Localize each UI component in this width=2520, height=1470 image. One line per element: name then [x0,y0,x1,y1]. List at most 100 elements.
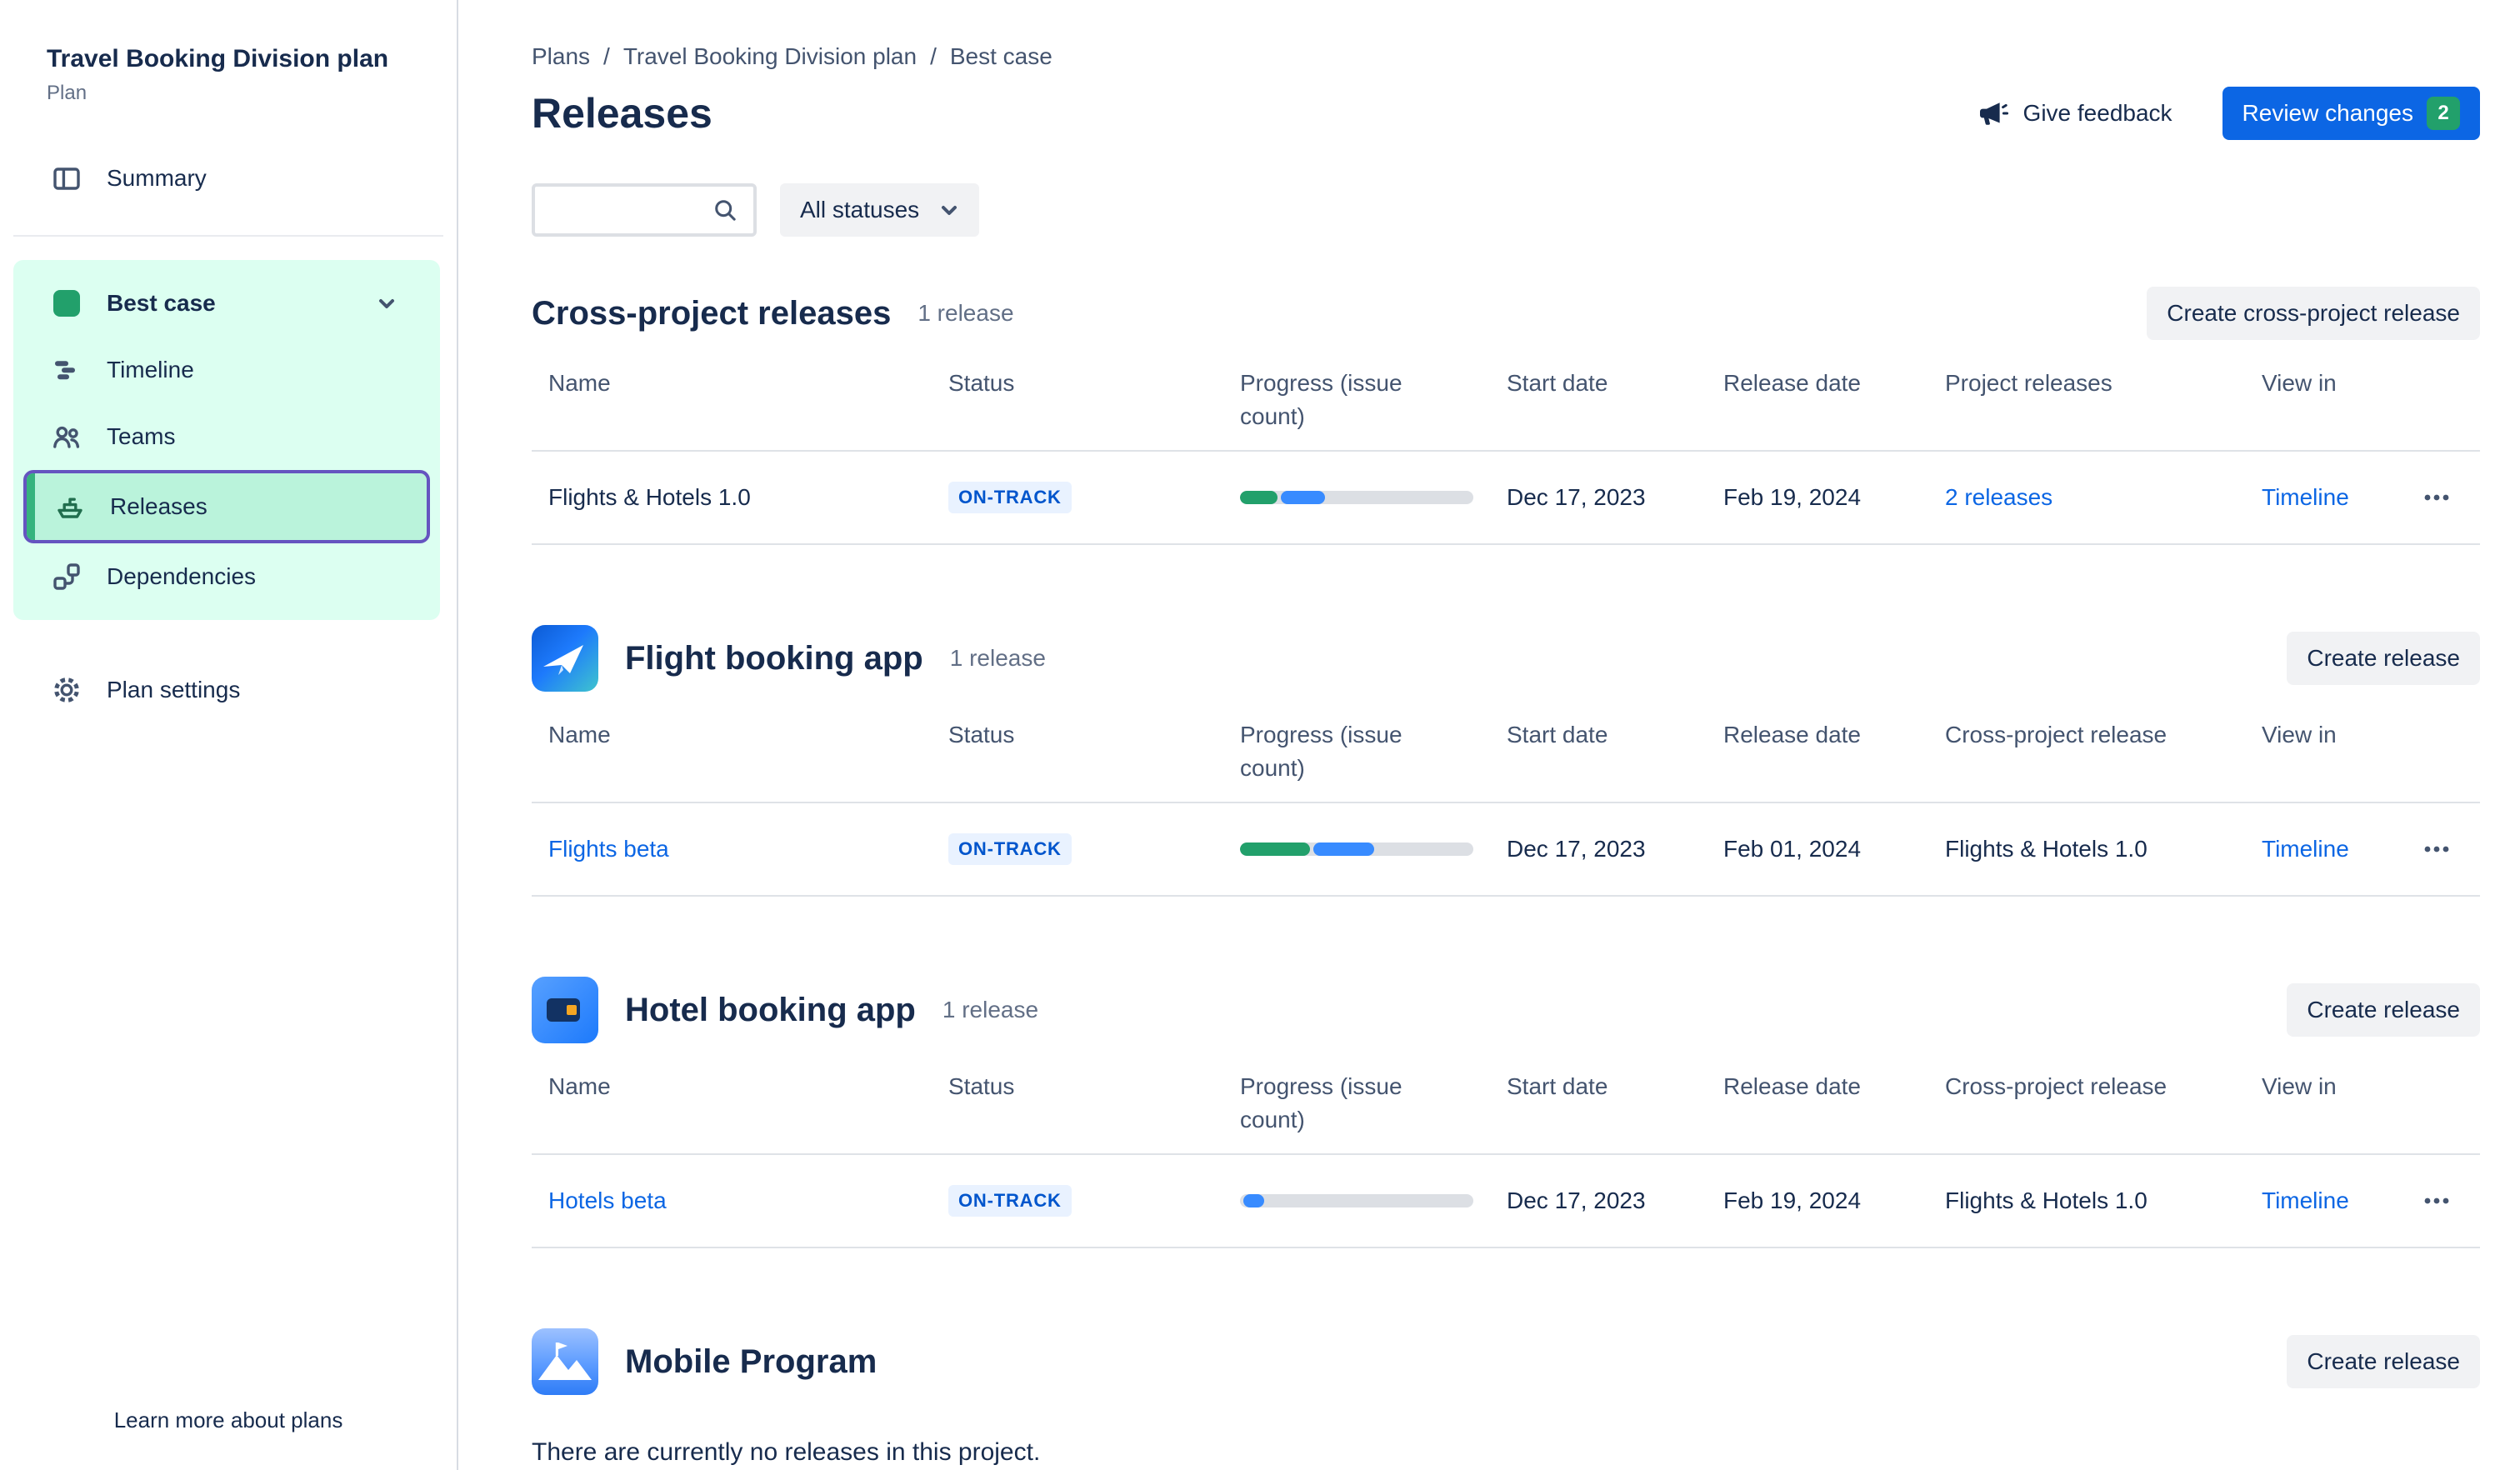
table-row: Hotels beta ON-TRACK Dec 17, 2023 Feb 19… [532,1155,2480,1248]
sidebar-item-label: Releases [110,492,208,519]
progress-bar [1240,842,1473,856]
section-title: Mobile Program [625,1342,878,1380]
section-hotel-booking-app: Hotel booking app 1 release Create relea… [532,977,2480,1248]
empty-state-text: There are currently no releases in this … [532,1438,1041,1466]
table-header-row: Name Status Progress (issue count) Start… [532,718,2480,803]
review-changes-button[interactable]: Review changes 2 [2222,87,2480,140]
header-cell-name: Name [548,722,611,748]
sidebar-item-label: Timeline [107,356,194,382]
create-release-button[interactable]: Create release [2287,632,2480,685]
teams-icon [50,420,83,453]
breadcrumb-separator: / [930,43,937,69]
search-icon [710,195,740,225]
plan-header: Travel Booking Division plan Plan [0,43,457,105]
header-cell-name: Name [548,1073,611,1099]
header-cell-progress: Progress (issue count) [1240,1073,1402,1132]
sidebar-item-releases[interactable]: Releases [23,469,430,543]
scenario-selector[interactable]: Best case [23,270,430,337]
toolbar: All statuses [532,183,2480,237]
release-count: 1 release [949,645,1046,671]
header-cell-release-date: Release date [1723,722,1862,748]
header-cell-progress: Progress (issue count) [1240,722,1402,781]
sidebar-item-dependencies[interactable]: Dependencies [23,543,430,610]
summary-icon [50,162,83,195]
breadcrumb-plan-link[interactable]: Travel Booking Division plan [622,43,918,69]
status-badge: ON-TRACK [948,482,1072,513]
header-cell-release-date: Release date [1723,1073,1862,1099]
mobile-program-icon [532,1328,598,1395]
progress-done-segment [1240,842,1310,856]
header-cell-name: Name [548,370,611,396]
sidebar-item-label: Summary [107,164,207,191]
table-row: Flights beta ON-TRACK Dec 17, 2023 Feb 0… [532,803,2480,897]
sidebar-item-teams[interactable]: Teams [23,403,430,470]
section-header: Cross-project releases 1 release Create … [532,287,2480,340]
timeline-icon [50,353,83,387]
header-cell-start-date: Start date [1507,370,1608,396]
chevron-down-icon [370,287,403,320]
dependencies-icon [50,560,83,593]
section-header: Hotel booking app 1 release Create relea… [532,977,2480,1043]
hotel-booking-app-icon [532,977,598,1043]
view-in-timeline-link[interactable]: Timeline [2262,836,2349,862]
more-options-icon [2424,1198,2449,1204]
review-changes-badge: 2 [2427,97,2460,130]
project-releases-link[interactable]: 2 releases [1945,484,2053,510]
section-title: Hotel booking app [625,991,916,1028]
header-cell-start-date: Start date [1507,1073,1608,1099]
cross-project-release-name: Flights & Hotels 1.0 [1945,836,2148,862]
sidebar-item-summary[interactable]: Summary [13,145,443,212]
release-search-input[interactable] [548,195,710,225]
more-options-button[interactable] [2413,474,2460,521]
sidebar-item-plan-settings[interactable]: Plan settings [13,657,443,723]
table-header-row: Name Status Progress (issue count) Start… [532,1070,2480,1155]
release-count: 1 release [942,997,1039,1022]
sidebar-divider [13,234,443,237]
view-in-timeline-link[interactable]: Timeline [2262,484,2349,510]
section-header: Flight booking app 1 release Create rele… [532,625,2480,692]
breadcrumb-scenario-link[interactable]: Best case [949,43,1052,69]
learn-more-link[interactable]: Learn more about plans [113,1408,343,1432]
review-changes-label: Review changes [2242,100,2413,126]
sidebar-item-label: Plan settings [107,676,241,702]
release-date: Feb 01, 2024 [1723,836,1862,862]
header-cell-project-releases: Project releases [1945,370,2112,396]
flight-booking-app-icon [532,625,598,692]
releases-icon [53,490,87,523]
status-badge: ON-TRACK [948,1185,1072,1217]
sidebar-item-label: Teams [107,422,176,449]
sidebar-item-timeline[interactable]: Timeline [23,337,430,403]
more-options-button[interactable] [2413,826,2460,872]
start-date: Dec 17, 2023 [1507,1188,1646,1213]
gear-icon [50,673,83,707]
release-name-link[interactable]: Flights beta [548,836,669,862]
header-cell-view-in: View in [2262,370,2337,396]
plan-subtitle: Plan [47,81,88,104]
give-feedback-button[interactable]: Give feedback [1965,95,2182,132]
header-cell-release-date: Release date [1723,370,1862,396]
release-search-field [532,183,757,237]
sidebar-item-label: Dependencies [107,562,257,589]
release-date: Feb 19, 2024 [1723,1188,1862,1213]
more-options-icon [2424,846,2449,852]
breadcrumb-plans-link[interactable]: Plans [532,43,591,69]
scenario-label: Best case [107,289,216,316]
section-title: Cross-project releases [532,294,892,332]
status-filter-dropdown[interactable]: All statuses [780,183,980,237]
create-release-button[interactable]: Create release [2287,1335,2480,1388]
release-name-link[interactable]: Hotels beta [548,1188,667,1213]
view-in-timeline-link[interactable]: Timeline [2262,1188,2349,1213]
more-options-button[interactable] [2413,1178,2460,1224]
sidebar: Travel Booking Division plan Plan Summar… [0,0,458,1470]
give-feedback-label: Give feedback [2022,100,2172,126]
plan-title: Travel Booking Division plan [47,45,389,72]
create-release-button[interactable]: Create release [2287,983,2480,1037]
create-cross-project-release-button[interactable]: Create cross-project release [2147,287,2480,340]
more-options-icon [2424,494,2449,501]
progress-inprogress-segment [1243,1194,1265,1208]
start-date: Dec 17, 2023 [1507,836,1646,862]
status-badge: ON-TRACK [948,833,1072,865]
section-mobile-program: Mobile Program Create release There are … [532,1328,2480,1467]
header-cell-cross-project-release: Cross-project release [1945,1073,2168,1099]
